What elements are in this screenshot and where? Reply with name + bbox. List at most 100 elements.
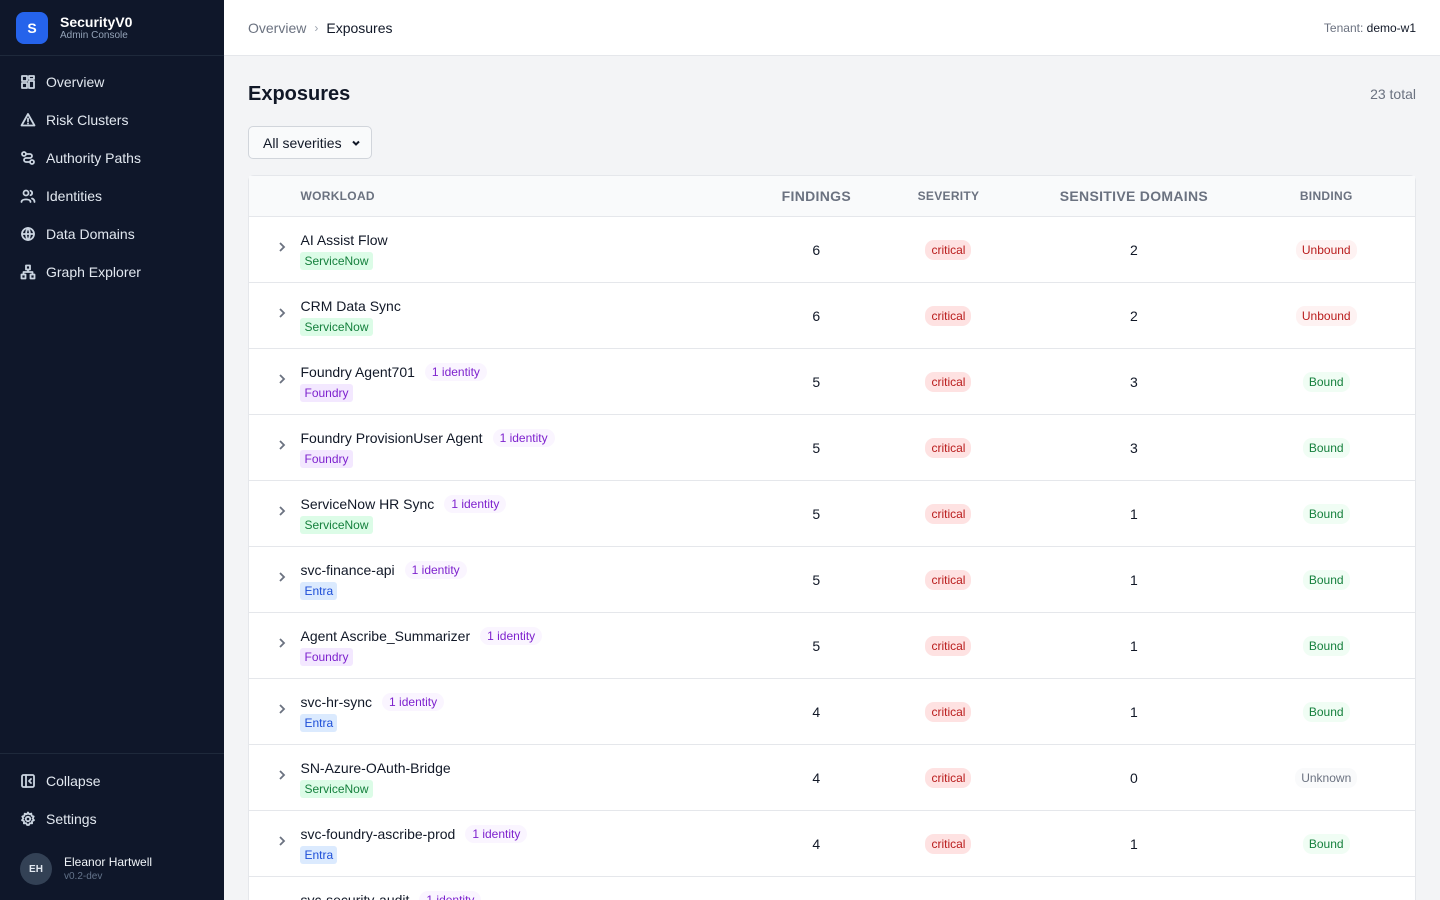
source-badge: Foundry: [300, 383, 353, 402]
breadcrumb-overview[interactable]: Overview: [248, 19, 307, 36]
workload-name[interactable]: Foundry ProvisionUser Agent: [300, 429, 483, 446]
table-row[interactable]: AI Assist Flow ServiceNow 6 critical 2 Unboun…: [249, 216, 1415, 282]
severity-badge: critical: [925, 635, 972, 656]
expand-row-button[interactable]: [249, 636, 300, 655]
workload-name[interactable]: svc-finance-api: [300, 561, 395, 578]
table-row[interactable]: Foundry Agent701 1 identity Foundry 5 critic…: [249, 348, 1415, 414]
expand-row-button[interactable]: [249, 504, 300, 523]
workload-cell: ServiceNow HR Sync 1 identity ServiceNow: [300, 494, 766, 534]
sidebar-item-label: Data Domains: [46, 226, 135, 242]
binding-badge: Bound: [1302, 371, 1350, 392]
workload-cell: Agent Ascribe_Summarizer 1 identity Foundr…: [300, 626, 766, 666]
globe-icon: [20, 226, 36, 242]
sensitive-domains-count: 1: [1130, 505, 1138, 522]
findings-count: 4: [812, 769, 821, 786]
table-row[interactable]: Agent Ascribe_Summarizer 1 identity Foundr…: [249, 612, 1415, 678]
table-row[interactable]: svc-foundry-ascribe-prod 1 identity Entra 4…: [249, 810, 1415, 876]
sidebar-item-data-domains[interactable]: Data Domains: [0, 215, 224, 253]
sensitive-domains-count: 1: [1130, 703, 1138, 720]
expand-row-button[interactable]: [249, 768, 300, 787]
sidebar-item-authority-paths[interactable]: Authority Paths: [0, 139, 224, 177]
source-badge: ServiceNow: [300, 251, 373, 270]
workload-name[interactable]: Foundry Agent701: [300, 363, 415, 380]
column-header-findings[interactable]: FINDINGS: [781, 188, 851, 204]
workload-name[interactable]: svc-security-audit: [300, 891, 410, 900]
brand: S SecurityV0 Admin Console: [0, 0, 224, 56]
binding-badge: Bound: [1302, 503, 1350, 524]
workload-cell: Foundry ProvisionUser Agent 1 identity Fou…: [300, 428, 766, 468]
source-badge: Entra: [300, 713, 338, 732]
source-badge: Entra: [300, 581, 338, 600]
brand-logo: S: [16, 11, 48, 44]
settings-button[interactable]: Settings: [0, 800, 224, 838]
user-profile[interactable]: EH Eleanor Hartwell v0.2-dev: [0, 844, 224, 894]
identity-count-badge: 1 identity: [465, 824, 528, 843]
severity-badge: critical: [925, 371, 972, 392]
breadcrumb: Overview › Exposures: [248, 20, 393, 36]
user-name: Eleanor Hartwell: [64, 855, 153, 869]
expand-row-button[interactable]: [249, 438, 300, 457]
sensitive-domains-count: 2: [1130, 241, 1138, 258]
exposures-table: WORKLOAD FINDINGS SEVERITY SENSITIVE DOM…: [248, 175, 1416, 900]
sidebar-item-identities[interactable]: Identities: [0, 177, 224, 215]
findings-count: 5: [812, 505, 821, 522]
binding-badge: Bound: [1302, 701, 1350, 722]
collapse-label: Collapse: [46, 773, 101, 789]
main-content: Exposures 23 total All severities WORKLO…: [248, 56, 1416, 900]
sidebar-item-risk-clusters[interactable]: Risk Clusters: [0, 101, 224, 139]
sidebar-item-label: Identities: [46, 188, 103, 204]
expand-row-button[interactable]: [249, 570, 300, 589]
table-row[interactable]: ServiceNow HR Sync 1 identity ServiceNow 5 c…: [249, 480, 1415, 546]
severity-badge: critical: [925, 569, 972, 590]
binding-badge: Bound: [1302, 569, 1350, 590]
severity-badge: critical: [925, 833, 972, 854]
severity-filter-select[interactable]: All severities: [248, 126, 372, 159]
expand-row-button[interactable]: [249, 834, 300, 853]
table-row[interactable]: Foundry ProvisionUser Agent 1 identity Fou…: [249, 414, 1415, 480]
table-row[interactable]: CRM Data Sync ServiceNow 6 critical 2 Unbound: [249, 282, 1415, 348]
table-row[interactable]: svc-hr-sync 1 identity Entra 4 critical 1 Boun…: [249, 678, 1415, 744]
expand-row-button[interactable]: [249, 372, 300, 391]
expand-row-button[interactable]: [249, 702, 300, 721]
findings-count: 5: [812, 571, 821, 588]
top-bar: Overview › Exposures Tenant: demo-w1: [224, 0, 1440, 56]
table-row[interactable]: svc-finance-api 1 identity Entra 5 critical 1…: [249, 546, 1415, 612]
chevron-down-icon: [351, 135, 361, 151]
sidebar-item-graph-explorer[interactable]: Graph Explorer: [0, 253, 224, 291]
avatar: EH: [20, 853, 52, 885]
sidebar-nav: Overview Risk Clusters Authority Paths I…: [0, 56, 224, 291]
source-badge: Foundry: [300, 449, 353, 468]
workload-name[interactable]: svc-foundry-ascribe-prod: [300, 825, 456, 842]
source-badge: Foundry: [300, 647, 353, 666]
chevron-right-icon: [275, 768, 289, 787]
table-row[interactable]: SN-Azure-OAuth-Bridge ServiceNow 4 critical…: [249, 744, 1415, 810]
source-badge: ServiceNow: [300, 317, 373, 336]
column-header-binding[interactable]: BINDING: [1299, 189, 1353, 203]
workload-name[interactable]: Agent Ascribe_Summarizer: [300, 627, 471, 644]
expand-row-button[interactable]: [249, 306, 300, 325]
workload-name[interactable]: svc-hr-sync: [300, 693, 373, 710]
column-header-workload[interactable]: WORKLOAD: [300, 189, 375, 203]
identity-count-badge: 1 identity: [424, 362, 487, 381]
route-icon: [20, 150, 36, 166]
chevron-right-icon: [275, 504, 289, 523]
collapse-button[interactable]: Collapse: [0, 762, 224, 800]
expand-row-button[interactable]: [249, 240, 300, 259]
binding-badge: Unknown: [1295, 767, 1358, 788]
identity-count-badge: 1 identity: [419, 890, 482, 900]
sidebar-item-overview[interactable]: Overview: [0, 63, 224, 101]
sensitive-domains-count: 3: [1130, 373, 1138, 390]
app-version: v0.2-dev: [64, 871, 103, 882]
binding-badge: Bound: [1302, 437, 1350, 458]
sensitive-domains-count: 2: [1130, 307, 1138, 324]
users-icon: [20, 188, 36, 204]
chevron-right-icon: [275, 702, 289, 721]
column-header-severity[interactable]: SEVERITY: [917, 189, 980, 203]
workload-name[interactable]: SN-Azure-OAuth-Bridge: [300, 759, 451, 776]
workload-name[interactable]: AI Assist Flow: [300, 231, 388, 248]
findings-count: 5: [812, 373, 821, 390]
column-header-sensitive-domains[interactable]: SENSITIVE DOMAINS: [1059, 188, 1209, 204]
workload-name[interactable]: ServiceNow HR Sync: [300, 495, 435, 512]
workload-name[interactable]: CRM Data Sync: [300, 297, 401, 314]
